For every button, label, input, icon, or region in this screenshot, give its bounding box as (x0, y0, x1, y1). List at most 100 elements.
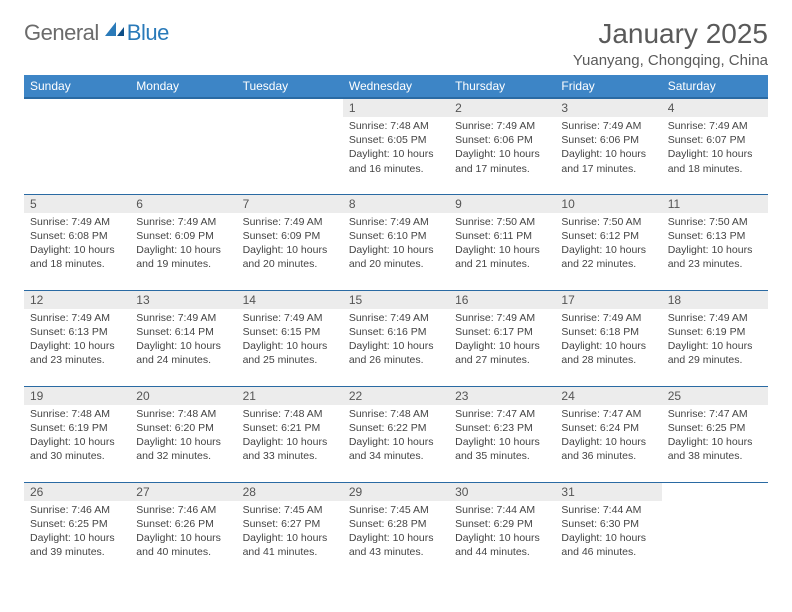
day-details: Sunrise: 7:47 AMSunset: 6:24 PMDaylight:… (555, 405, 661, 468)
day-details: Sunrise: 7:49 AMSunset: 6:06 PMDaylight:… (555, 117, 661, 180)
calendar-cell: 14Sunrise: 7:49 AMSunset: 6:15 PMDayligh… (237, 290, 343, 386)
calendar-cell: 23Sunrise: 7:47 AMSunset: 6:23 PMDayligh… (449, 386, 555, 482)
day-number: 18 (662, 291, 768, 309)
day-number: 22 (343, 387, 449, 405)
month-title: January 2025 (573, 18, 768, 50)
logo-sail-icon (103, 20, 125, 41)
day-details: Sunrise: 7:45 AMSunset: 6:27 PMDaylight:… (237, 501, 343, 564)
day-details: Sunrise: 7:46 AMSunset: 6:25 PMDaylight:… (24, 501, 130, 564)
day-number: 26 (24, 483, 130, 501)
calendar-cell: 31Sunrise: 7:44 AMSunset: 6:30 PMDayligh… (555, 482, 661, 578)
day-number: 13 (130, 291, 236, 309)
day-details: Sunrise: 7:49 AMSunset: 6:18 PMDaylight:… (555, 309, 661, 372)
weekday-header: Sunday (24, 75, 130, 98)
day-details: Sunrise: 7:49 AMSunset: 6:19 PMDaylight:… (662, 309, 768, 372)
calendar-cell: 27Sunrise: 7:46 AMSunset: 6:26 PMDayligh… (130, 482, 236, 578)
day-details: Sunrise: 7:49 AMSunset: 6:09 PMDaylight:… (130, 213, 236, 276)
weekday-header: Thursday (449, 75, 555, 98)
day-number: 24 (555, 387, 661, 405)
day-details: Sunrise: 7:47 AMSunset: 6:25 PMDaylight:… (662, 405, 768, 468)
calendar-cell: 5Sunrise: 7:49 AMSunset: 6:08 PMDaylight… (24, 194, 130, 290)
calendar-cell: 30Sunrise: 7:44 AMSunset: 6:29 PMDayligh… (449, 482, 555, 578)
day-number: 9 (449, 195, 555, 213)
day-details: Sunrise: 7:49 AMSunset: 6:10 PMDaylight:… (343, 213, 449, 276)
day-details: Sunrise: 7:47 AMSunset: 6:23 PMDaylight:… (449, 405, 555, 468)
header: General Blue January 2025 Yuanyang, Chon… (24, 18, 768, 69)
calendar-cell: 19Sunrise: 7:48 AMSunset: 6:19 PMDayligh… (24, 386, 130, 482)
calendar-cell: 22Sunrise: 7:48 AMSunset: 6:22 PMDayligh… (343, 386, 449, 482)
calendar-cell: 18Sunrise: 7:49 AMSunset: 6:19 PMDayligh… (662, 290, 768, 386)
day-number: 29 (343, 483, 449, 501)
calendar-cell: 13Sunrise: 7:49 AMSunset: 6:14 PMDayligh… (130, 290, 236, 386)
calendar-cell (237, 98, 343, 194)
calendar-cell: 15Sunrise: 7:49 AMSunset: 6:16 PMDayligh… (343, 290, 449, 386)
day-number: 28 (237, 483, 343, 501)
day-number: 23 (449, 387, 555, 405)
calendar-cell: 3Sunrise: 7:49 AMSunset: 6:06 PMDaylight… (555, 98, 661, 194)
calendar-week-row: 1Sunrise: 7:48 AMSunset: 6:05 PMDaylight… (24, 98, 768, 194)
day-number: 15 (343, 291, 449, 309)
day-details: Sunrise: 7:49 AMSunset: 6:15 PMDaylight:… (237, 309, 343, 372)
day-number: 31 (555, 483, 661, 501)
calendar-cell (662, 482, 768, 578)
day-number: 11 (662, 195, 768, 213)
calendar-week-row: 12Sunrise: 7:49 AMSunset: 6:13 PMDayligh… (24, 290, 768, 386)
day-number: 3 (555, 99, 661, 117)
calendar-cell: 12Sunrise: 7:49 AMSunset: 6:13 PMDayligh… (24, 290, 130, 386)
day-number: 1 (343, 99, 449, 117)
day-details: Sunrise: 7:49 AMSunset: 6:07 PMDaylight:… (662, 117, 768, 180)
weekday-header: Monday (130, 75, 236, 98)
calendar-cell: 25Sunrise: 7:47 AMSunset: 6:25 PMDayligh… (662, 386, 768, 482)
day-number: 27 (130, 483, 236, 501)
weekday-header: Tuesday (237, 75, 343, 98)
calendar-cell: 6Sunrise: 7:49 AMSunset: 6:09 PMDaylight… (130, 194, 236, 290)
day-details: Sunrise: 7:50 AMSunset: 6:12 PMDaylight:… (555, 213, 661, 276)
day-number: 12 (24, 291, 130, 309)
day-details: Sunrise: 7:49 AMSunset: 6:13 PMDaylight:… (24, 309, 130, 372)
day-number: 21 (237, 387, 343, 405)
day-details: Sunrise: 7:44 AMSunset: 6:29 PMDaylight:… (449, 501, 555, 564)
day-details: Sunrise: 7:48 AMSunset: 6:21 PMDaylight:… (237, 405, 343, 468)
day-number: 30 (449, 483, 555, 501)
weekday-header: Friday (555, 75, 661, 98)
day-number: 7 (237, 195, 343, 213)
calendar-cell: 24Sunrise: 7:47 AMSunset: 6:24 PMDayligh… (555, 386, 661, 482)
day-number: 25 (662, 387, 768, 405)
calendar-cell: 10Sunrise: 7:50 AMSunset: 6:12 PMDayligh… (555, 194, 661, 290)
day-details: Sunrise: 7:44 AMSunset: 6:30 PMDaylight:… (555, 501, 661, 564)
calendar-cell: 7Sunrise: 7:49 AMSunset: 6:09 PMDaylight… (237, 194, 343, 290)
calendar-body: 1Sunrise: 7:48 AMSunset: 6:05 PMDaylight… (24, 98, 768, 578)
calendar-cell: 16Sunrise: 7:49 AMSunset: 6:17 PMDayligh… (449, 290, 555, 386)
logo-text-2: Blue (127, 20, 169, 46)
weekday-header: Saturday (662, 75, 768, 98)
logo-text-1: General (24, 20, 99, 46)
day-number: 6 (130, 195, 236, 213)
day-details: Sunrise: 7:48 AMSunset: 6:22 PMDaylight:… (343, 405, 449, 468)
weekday-header: Wednesday (343, 75, 449, 98)
day-number: 17 (555, 291, 661, 309)
calendar-week-row: 26Sunrise: 7:46 AMSunset: 6:25 PMDayligh… (24, 482, 768, 578)
calendar-cell: 8Sunrise: 7:49 AMSunset: 6:10 PMDaylight… (343, 194, 449, 290)
calendar-week-row: 5Sunrise: 7:49 AMSunset: 6:08 PMDaylight… (24, 194, 768, 290)
calendar-cell (130, 98, 236, 194)
day-details: Sunrise: 7:48 AMSunset: 6:05 PMDaylight:… (343, 117, 449, 180)
calendar-cell: 26Sunrise: 7:46 AMSunset: 6:25 PMDayligh… (24, 482, 130, 578)
day-details: Sunrise: 7:49 AMSunset: 6:16 PMDaylight:… (343, 309, 449, 372)
day-details: Sunrise: 7:49 AMSunset: 6:14 PMDaylight:… (130, 309, 236, 372)
day-number: 14 (237, 291, 343, 309)
day-details: Sunrise: 7:49 AMSunset: 6:08 PMDaylight:… (24, 213, 130, 276)
day-number: 8 (343, 195, 449, 213)
day-details: Sunrise: 7:46 AMSunset: 6:26 PMDaylight:… (130, 501, 236, 564)
weekday-header-row: SundayMondayTuesdayWednesdayThursdayFrid… (24, 75, 768, 98)
calendar-cell: 1Sunrise: 7:48 AMSunset: 6:05 PMDaylight… (343, 98, 449, 194)
day-details: Sunrise: 7:49 AMSunset: 6:06 PMDaylight:… (449, 117, 555, 180)
day-number: 2 (449, 99, 555, 117)
logo: General Blue (24, 20, 169, 46)
calendar-cell: 29Sunrise: 7:45 AMSunset: 6:28 PMDayligh… (343, 482, 449, 578)
calendar-cell: 17Sunrise: 7:49 AMSunset: 6:18 PMDayligh… (555, 290, 661, 386)
day-details: Sunrise: 7:50 AMSunset: 6:11 PMDaylight:… (449, 213, 555, 276)
day-details: Sunrise: 7:45 AMSunset: 6:28 PMDaylight:… (343, 501, 449, 564)
title-block: January 2025 Yuanyang, Chongqing, China (573, 18, 768, 69)
day-details: Sunrise: 7:49 AMSunset: 6:09 PMDaylight:… (237, 213, 343, 276)
calendar-cell: 21Sunrise: 7:48 AMSunset: 6:21 PMDayligh… (237, 386, 343, 482)
